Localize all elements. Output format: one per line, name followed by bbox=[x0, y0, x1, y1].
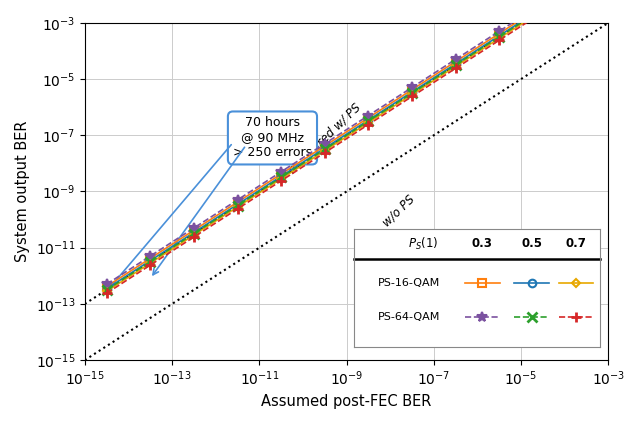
Text: measured w/ PS: measured w/ PS bbox=[286, 100, 364, 176]
Text: 70 hours
@ 90 MHz
> 250 errors: 70 hours @ 90 MHz > 250 errors bbox=[233, 117, 312, 159]
Text: w/o PS: w/o PS bbox=[380, 193, 417, 229]
X-axis label: Assumed post-FEC BER: Assumed post-FEC BER bbox=[261, 394, 432, 409]
Y-axis label: System output BER: System output BER bbox=[15, 121, 30, 262]
